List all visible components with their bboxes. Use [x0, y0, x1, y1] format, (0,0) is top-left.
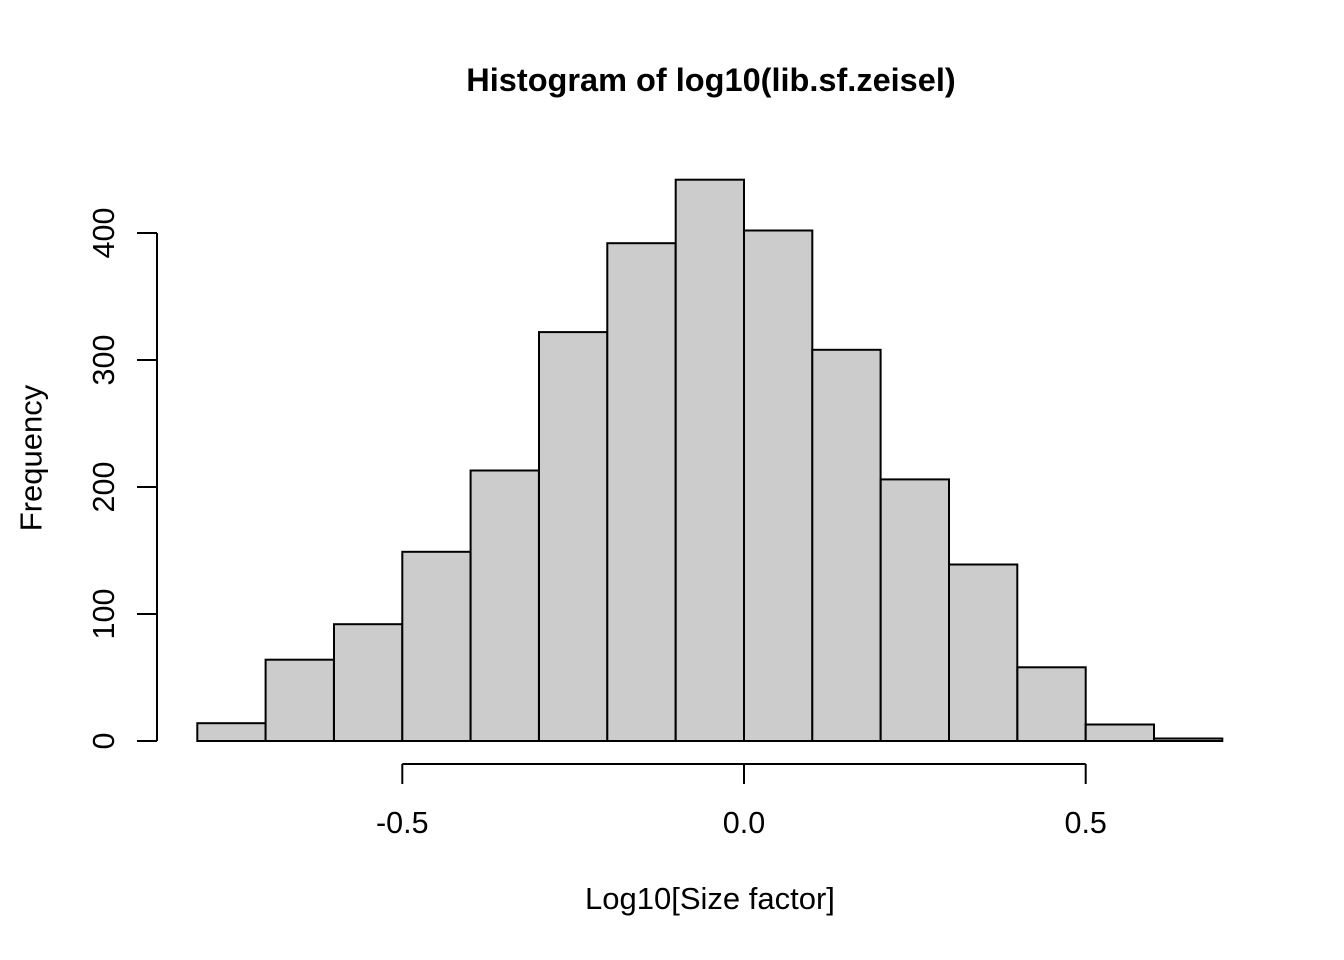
y-tick-label: 0	[87, 733, 121, 750]
histogram-bar	[333, 623, 404, 743]
histogram-bar	[674, 178, 746, 742]
histogram-bar	[264, 658, 335, 743]
x-tick-label: 0.5	[1064, 806, 1106, 840]
y-tick-label: 400	[87, 208, 121, 259]
x-tick-label: 0.0	[723, 806, 765, 840]
histogram-bar	[811, 348, 882, 742]
y-tick-label: 200	[87, 462, 121, 513]
histogram-bar	[401, 550, 472, 742]
x-axis-label: Log10[Size factor]	[585, 881, 835, 916]
histogram-bar	[1084, 723, 1155, 742]
histogram-bar	[606, 242, 677, 742]
bars-group	[196, 178, 1224, 743]
x-tick-label: -0.5	[376, 806, 429, 840]
histogram-bar	[743, 229, 814, 742]
histogram-bar	[469, 469, 540, 742]
histogram-bar	[1153, 737, 1224, 742]
y-tick-label: 300	[87, 335, 121, 386]
histogram-bar	[1016, 666, 1087, 742]
histogram-bar	[538, 331, 609, 742]
x-axis: -0.5 0.0 0.5	[376, 763, 1107, 840]
y-axis: 0 100 200 300 400	[87, 208, 158, 750]
chart-title: Histogram of log10(lib.sf.zeisel)	[466, 62, 955, 98]
histogram-bar	[948, 563, 1019, 742]
histogram-bar	[196, 722, 267, 743]
histogram-bar	[879, 478, 951, 742]
y-tick-label: 100	[87, 589, 121, 640]
y-axis-label: Frequency	[14, 384, 49, 531]
